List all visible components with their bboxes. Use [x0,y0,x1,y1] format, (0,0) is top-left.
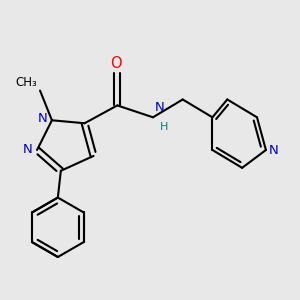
Text: N: N [23,143,33,156]
Text: H: H [160,122,168,132]
Text: N: N [154,101,164,114]
Text: O: O [110,56,122,71]
Text: N: N [269,144,279,157]
Text: CH₃: CH₃ [15,76,37,89]
Text: N: N [38,112,47,125]
